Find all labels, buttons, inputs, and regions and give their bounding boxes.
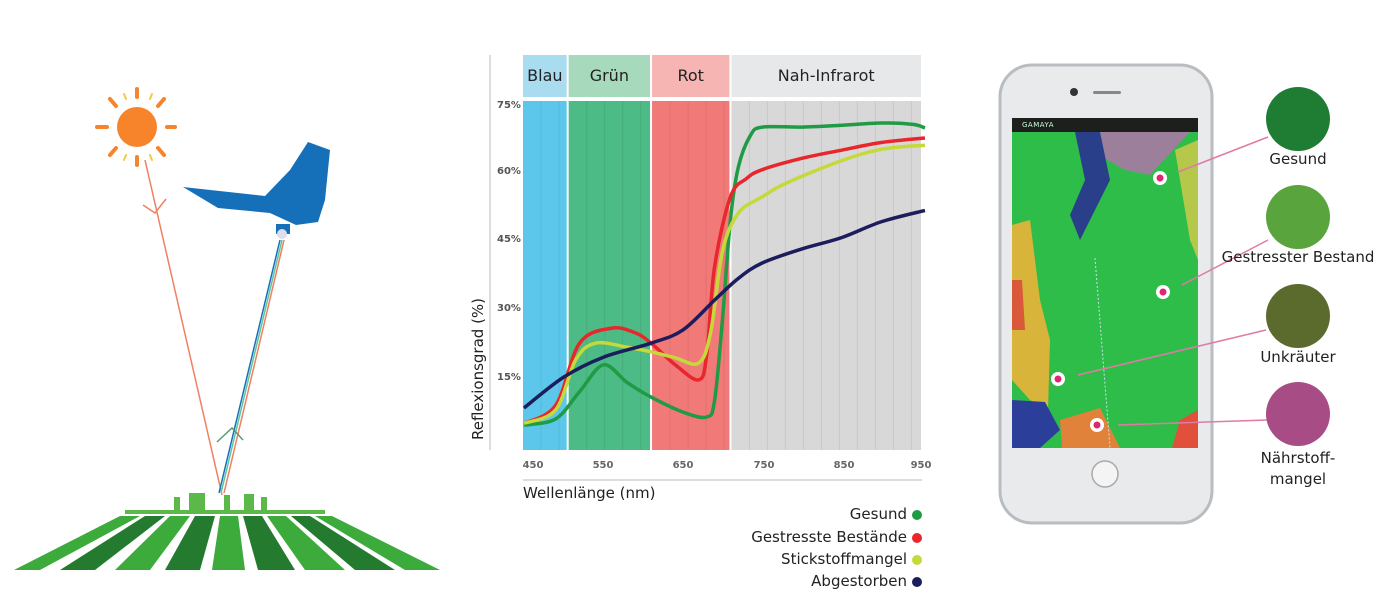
band-region (731, 101, 921, 450)
x-tick-label: 950 (910, 460, 932, 471)
reflected-ray (216, 239, 285, 494)
y-tick-label: 75% (497, 100, 521, 111)
thumbnail-unkraeuter (1266, 284, 1330, 348)
legend-dot (912, 554, 922, 565)
series-line-gestresste-best-nde (523, 136, 926, 425)
category-label-naehrstoffmangel: Nährstoff- (1260, 449, 1336, 467)
legend-dot (912, 532, 922, 543)
legend-item-stickstoffmangel: Stickstoffmangel (781, 550, 922, 568)
map-markers (1051, 171, 1170, 432)
band-region (568, 101, 651, 450)
series-line-stickstoffmangel (523, 143, 926, 426)
x-axis-label: Wellenlänge (nm) (523, 484, 656, 502)
category-label-gesund: Gesund (1269, 150, 1327, 168)
thumbnail-naehrstoffmangel (1266, 382, 1330, 446)
x-tick-label: 650 (672, 460, 694, 471)
band-label: Blau (527, 66, 563, 85)
app-brand-logo: GAMAYA (1022, 121, 1055, 129)
legend-label: Stickstoffmangel (781, 550, 907, 568)
legend-label: Abgestorben (811, 572, 907, 590)
sunlight-ray (142, 159, 223, 496)
legend-item-gestresste-bestaende: Gestresste Bestände (751, 528, 922, 546)
legend-item-abgestorben: Abgestorben (811, 572, 922, 590)
category-label-gestresster-bestand: Gestresster Bestand (1221, 248, 1375, 266)
legend-item-gesund: Gesund (850, 505, 922, 523)
thumbnail-gestresster-bestand (1266, 185, 1330, 249)
connector-lines (1077, 136, 1269, 426)
x-tick-label: 450 (522, 460, 544, 471)
field-icon (14, 493, 440, 570)
legend-label: Gesund (849, 505, 907, 523)
band-label: Rot (677, 66, 704, 85)
band-header (731, 55, 921, 97)
phone-speaker (1093, 91, 1121, 94)
y-tick-label: 60% (497, 166, 521, 177)
band-header (523, 55, 567, 97)
y-tick-label: 45% (497, 234, 521, 245)
category-thumbnails (1266, 87, 1330, 446)
phone-camera (1070, 88, 1078, 96)
field-map-image (1012, 118, 1198, 449)
category-label-unkraeuter: Unkräuter (1260, 348, 1336, 366)
category-label-naehrstoffmangel-2: mangel (1269, 470, 1327, 488)
legend-label: Gestresste Bestände (751, 528, 907, 546)
band-header (652, 55, 730, 97)
x-tick-label: 750 (753, 460, 775, 471)
band-header (568, 55, 651, 97)
band-label: Nah-Infrarot (777, 66, 875, 85)
legend-dot (912, 509, 922, 520)
home-button (1091, 460, 1119, 488)
legend-dot (912, 576, 922, 587)
x-tick-label: 850 (833, 460, 855, 471)
y-tick-label: 30% (497, 303, 521, 314)
series-line-abgestorben (522, 208, 926, 410)
band-label: Grün (589, 66, 629, 85)
x-tick-label: 550 (592, 460, 614, 471)
y-tick-label: 15% (497, 372, 521, 383)
sun-icon (95, 87, 177, 167)
series-line-gesund (523, 121, 926, 427)
drone-icon (183, 142, 330, 239)
thumbnail-gesund (1266, 87, 1330, 151)
